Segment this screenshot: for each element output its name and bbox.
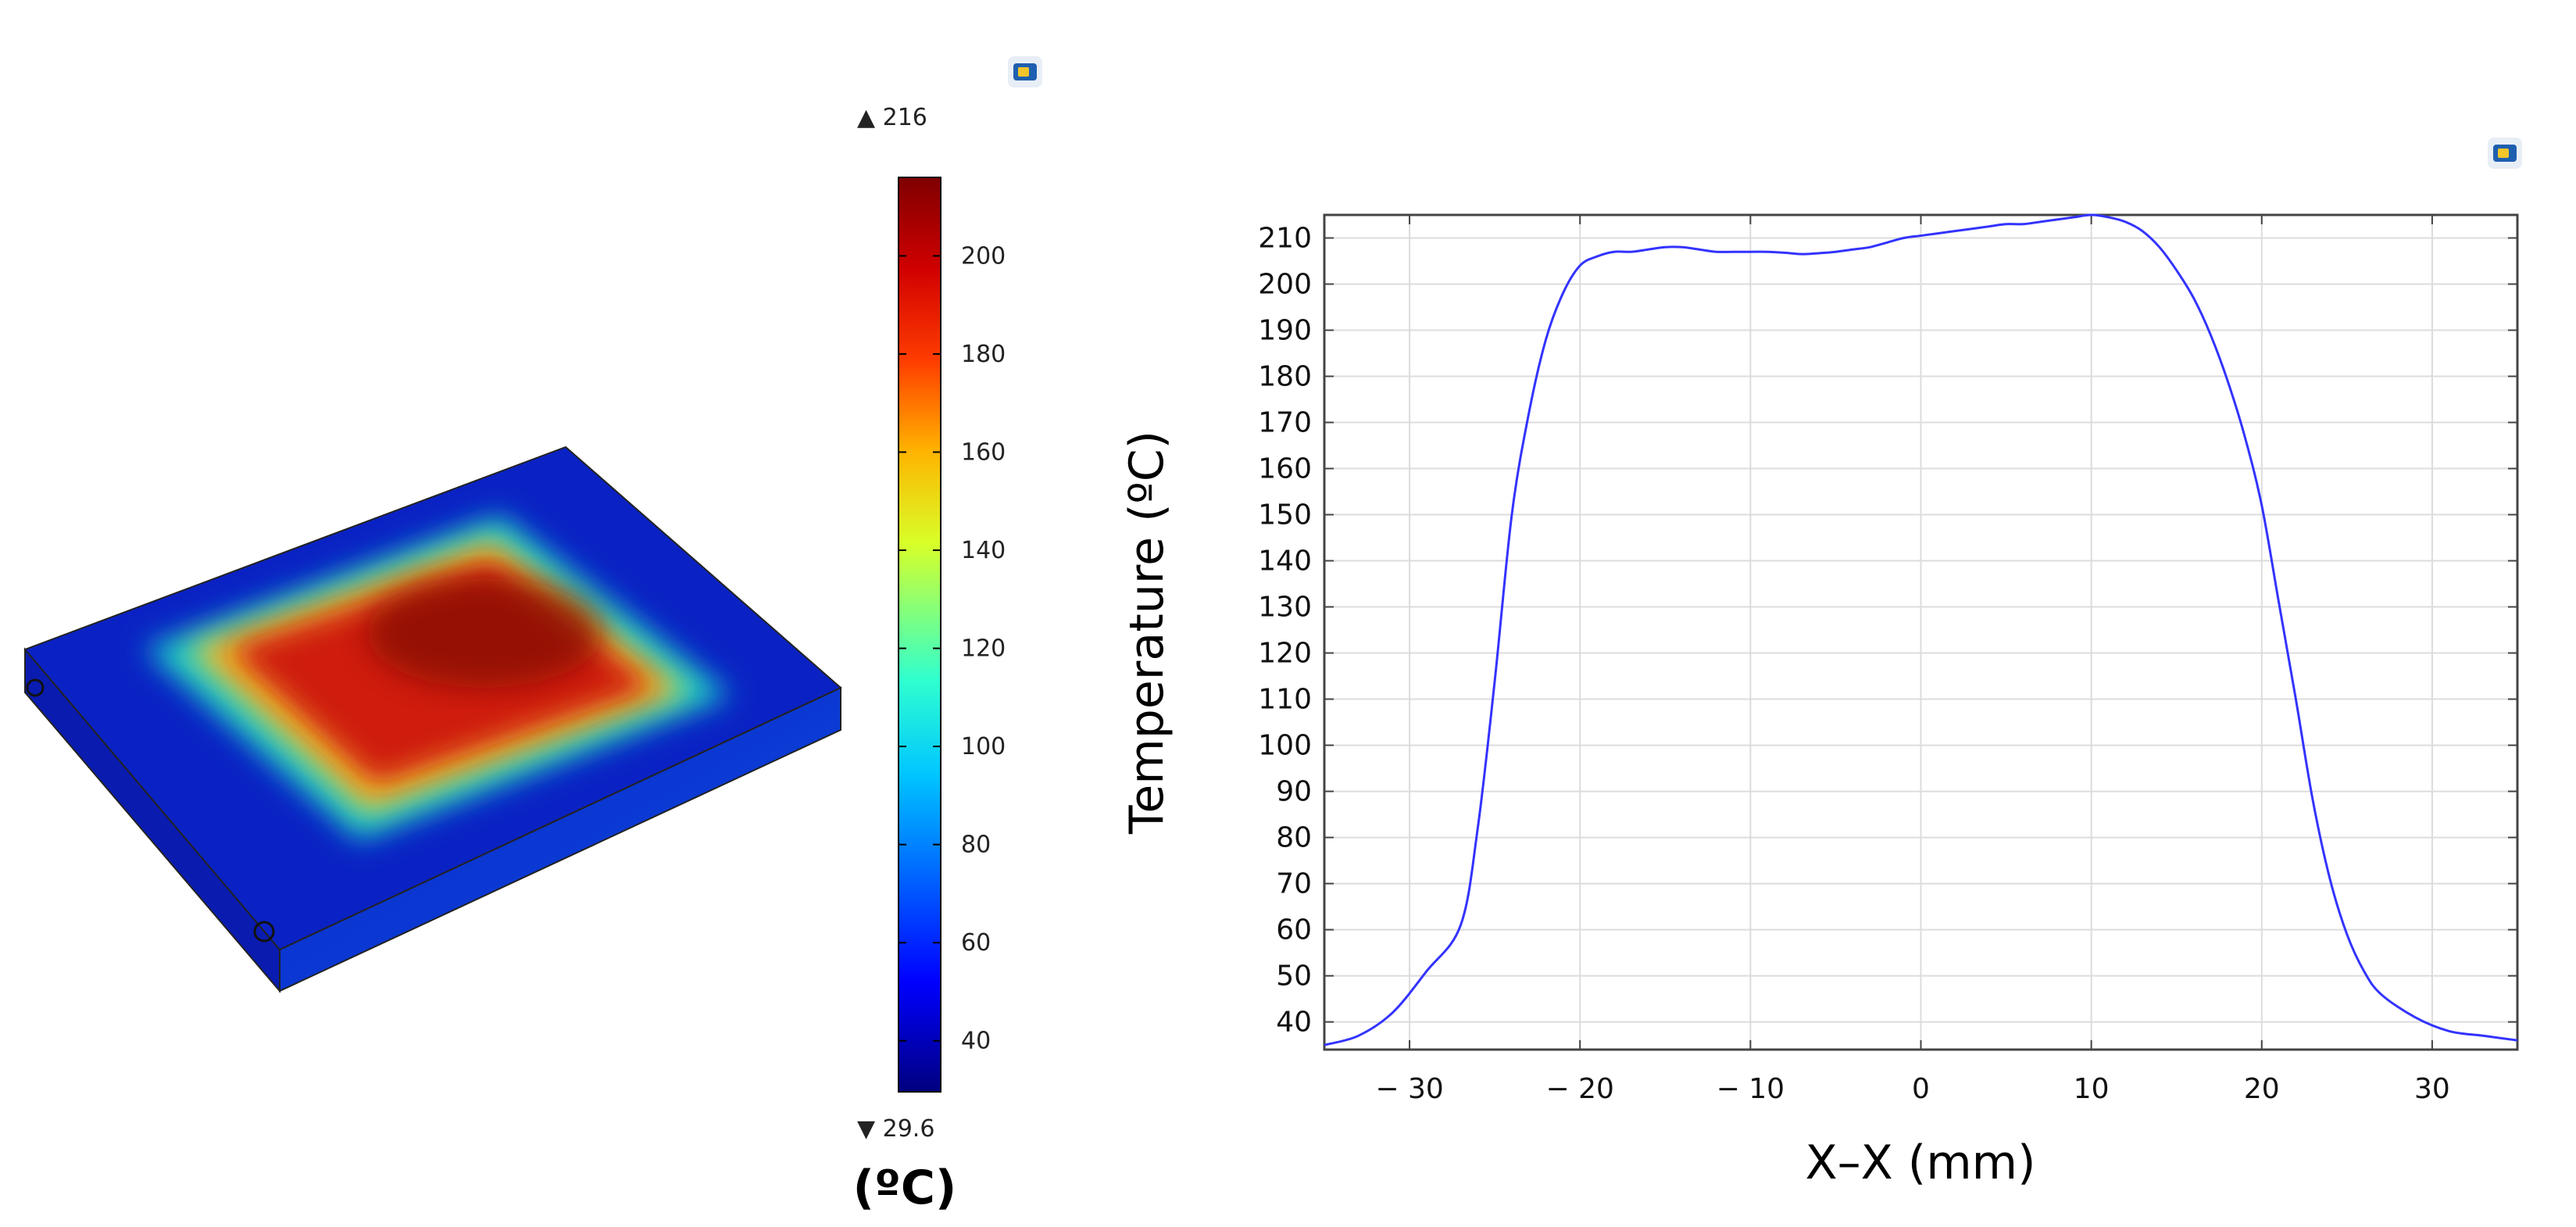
colorbar-tick-label: 60: [961, 929, 991, 957]
y-tick-label: 110: [1258, 684, 1312, 716]
y-tick-label: 150: [1258, 499, 1312, 531]
x-axis-ticks: − 30 − 20 − 10 0 10 20 30: [1375, 215, 2450, 1105]
colorbar-tick-label: 120: [961, 635, 1006, 663]
colorbar-tick-label: 200: [961, 242, 1006, 270]
y-tick-label: 190: [1258, 315, 1312, 347]
x-tick-label: − 30: [1375, 1073, 1443, 1105]
colorbar: ▲ 216 200 180 160 140 120 100 80 60 40 ▼ 29.6 (º…: [853, 104, 1006, 1215]
y-tick-label: 180: [1258, 361, 1312, 393]
x-tick-label: 30: [2414, 1073, 2450, 1105]
chart-grid: [1324, 215, 2517, 1050]
x-tick-label: 0: [1912, 1073, 1930, 1105]
colorbar-tick-label: 100: [961, 733, 1006, 760]
x-tick-label: 10: [2074, 1073, 2110, 1105]
y-tick-label: 130: [1258, 592, 1312, 624]
comsol-logo-icon: [2488, 138, 2522, 169]
x-tick-label: − 10: [1717, 1073, 1785, 1105]
y-tick-label: 170: [1258, 407, 1312, 439]
colorbar-tick-label: 160: [961, 439, 1006, 467]
colorbar-unit-label: (ºC): [853, 1161, 957, 1215]
colorbar-tick-label: 140: [961, 537, 1006, 564]
y-tick-label: 120: [1258, 638, 1312, 670]
plate-hole-left: [26, 678, 45, 697]
y-tick-label: 210: [1258, 223, 1312, 255]
comsol-logo-icon: [1008, 56, 1042, 88]
colorbar-gradient: [898, 177, 941, 1093]
plate-hole-front: [253, 921, 275, 943]
heat-zone-core: [367, 578, 602, 688]
x-axis-label: X–X (mm): [1806, 1136, 2036, 1190]
y-tick-label: 50: [1276, 960, 1312, 993]
colorbar-max-label: ▲ 216: [857, 104, 927, 131]
y-tick-label: 90: [1276, 776, 1312, 808]
y-tick-label: 140: [1258, 546, 1312, 578]
colorbar-min-label: ▼ 29.6: [857, 1115, 934, 1143]
y-axis-ticks: 40 50 60 70 80 90 100 110 120 130 140 150 160 170 180 1…: [1258, 223, 2517, 1039]
y-tick-label: 70: [1276, 868, 1312, 900]
y-tick-label: 80: [1276, 822, 1312, 854]
y-tick-label: 160: [1258, 453, 1312, 485]
colorbar-tick-label: 180: [961, 341, 1006, 368]
y-axis-label: Temperature (ºC): [1120, 431, 1174, 835]
colorbar-ticks: 200 180 160 140 120 100 80 60 40: [899, 242, 1006, 1055]
y-tick-label: 200: [1258, 269, 1312, 301]
colorbar-tick-label: 40: [961, 1028, 991, 1055]
plate-3d-render: [23, 445, 842, 993]
colorbar-tick-label: 80: [961, 832, 991, 859]
y-tick-label: 100: [1258, 730, 1312, 762]
y-tick-label: 60: [1276, 914, 1312, 946]
x-tick-label: 20: [2244, 1073, 2280, 1105]
y-tick-label: 40: [1276, 1007, 1312, 1039]
line-chart: 4050607080901001101201301401501601701801…: [1120, 213, 2519, 1190]
x-tick-label: − 20: [1546, 1073, 1614, 1105]
temperature-profile-line: [1324, 213, 2518, 1046]
